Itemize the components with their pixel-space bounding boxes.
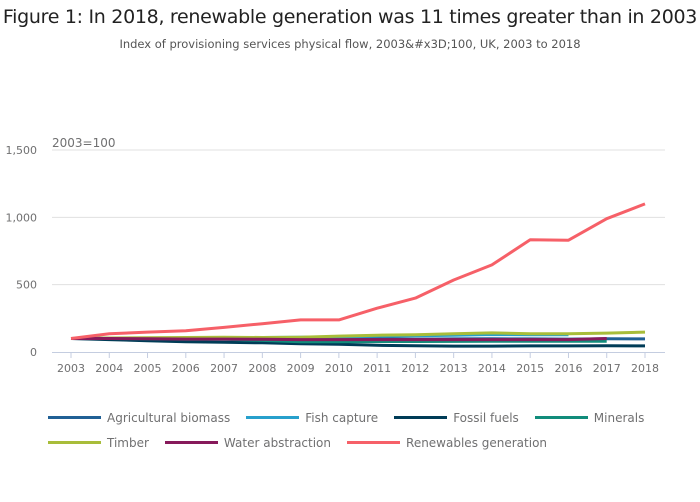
y-axis: 0 500 1,000 1,500 xyxy=(6,144,38,359)
x-tick-label: 2017 xyxy=(593,362,621,375)
x-tick-label: 2015 xyxy=(516,362,544,375)
x-tick-label: 2008 xyxy=(248,362,276,375)
legend-item[interactable]: Fossil fuels xyxy=(394,411,519,425)
series-lines xyxy=(70,202,646,348)
y-tick-label: 1,500 xyxy=(6,144,38,157)
legend-swatch xyxy=(48,416,101,419)
legend-row: Timber Water abstraction Renewables genera… xyxy=(48,430,668,455)
legend-swatch xyxy=(164,441,218,444)
legend-label: Agricultural biomass xyxy=(107,410,231,425)
x-tick-label: 2018 xyxy=(631,362,659,375)
x-tick-label: 2016 xyxy=(554,362,582,375)
x-tick-label: 2004 xyxy=(95,362,123,375)
legend-label: Water abstraction xyxy=(223,435,332,450)
legend-item[interactable]: Minerals xyxy=(534,410,645,425)
y-tick-label: 0 xyxy=(30,346,37,359)
y-tick-label: 1,000 xyxy=(6,211,38,224)
legend-item[interactable]: Timber xyxy=(48,436,149,450)
chart-title: Figure 1: In 2018, renewable generation … xyxy=(2,6,698,28)
x-axis: 2003 2004 2005 2006 2007 2008 2009 2010 2011 2012… xyxy=(52,352,665,375)
legend-row: Agricultural biomass Fish capture Fossil f… xyxy=(48,405,668,430)
legend-label: Timber xyxy=(107,435,149,450)
legend-swatch xyxy=(394,416,448,419)
unit-label: 2003=100 xyxy=(52,136,116,150)
legend-item[interactable]: Renewables generation xyxy=(347,436,547,450)
legend: Agricultural biomass Fish capture Fossil f… xyxy=(48,405,668,455)
legend-label: Fish capture xyxy=(305,410,379,425)
legend-item[interactable]: Water abstraction xyxy=(164,435,332,450)
x-tick-label: 2011 xyxy=(363,362,391,375)
series-line-fossil-fuels xyxy=(70,337,646,348)
legend-swatch xyxy=(347,441,401,444)
x-tick-label: 2012 xyxy=(401,362,429,375)
x-tick-label: 2006 xyxy=(172,362,200,375)
y-tick-label: 500 xyxy=(16,279,37,292)
x-tick-label: 2013 xyxy=(440,362,468,375)
legend-label: Minerals xyxy=(593,410,645,425)
x-tick-label: 2007 xyxy=(210,362,238,375)
legend-swatch xyxy=(534,416,588,419)
x-tick-label: 2010 xyxy=(325,362,353,375)
legend-swatch xyxy=(48,441,101,444)
series-line-water-abstraction xyxy=(71,337,607,342)
x-tick-label: 2005 xyxy=(134,362,162,375)
legend-label: Fossil fuels xyxy=(453,410,519,425)
gridlines xyxy=(52,149,665,286)
legend-item[interactable]: Agricultural biomass xyxy=(48,411,230,425)
chart-subtitle: Index of provisioning services physical … xyxy=(119,37,581,51)
legend-swatch xyxy=(246,416,300,419)
x-tick-label: 2009 xyxy=(287,362,315,375)
x-tick-label: 2003 xyxy=(57,362,85,375)
legend-label: Renewables generation xyxy=(406,435,548,450)
series-line-renewables-generation xyxy=(70,202,646,340)
legend-item[interactable]: Fish capture xyxy=(246,411,378,425)
x-tick-label: 2014 xyxy=(478,362,506,375)
